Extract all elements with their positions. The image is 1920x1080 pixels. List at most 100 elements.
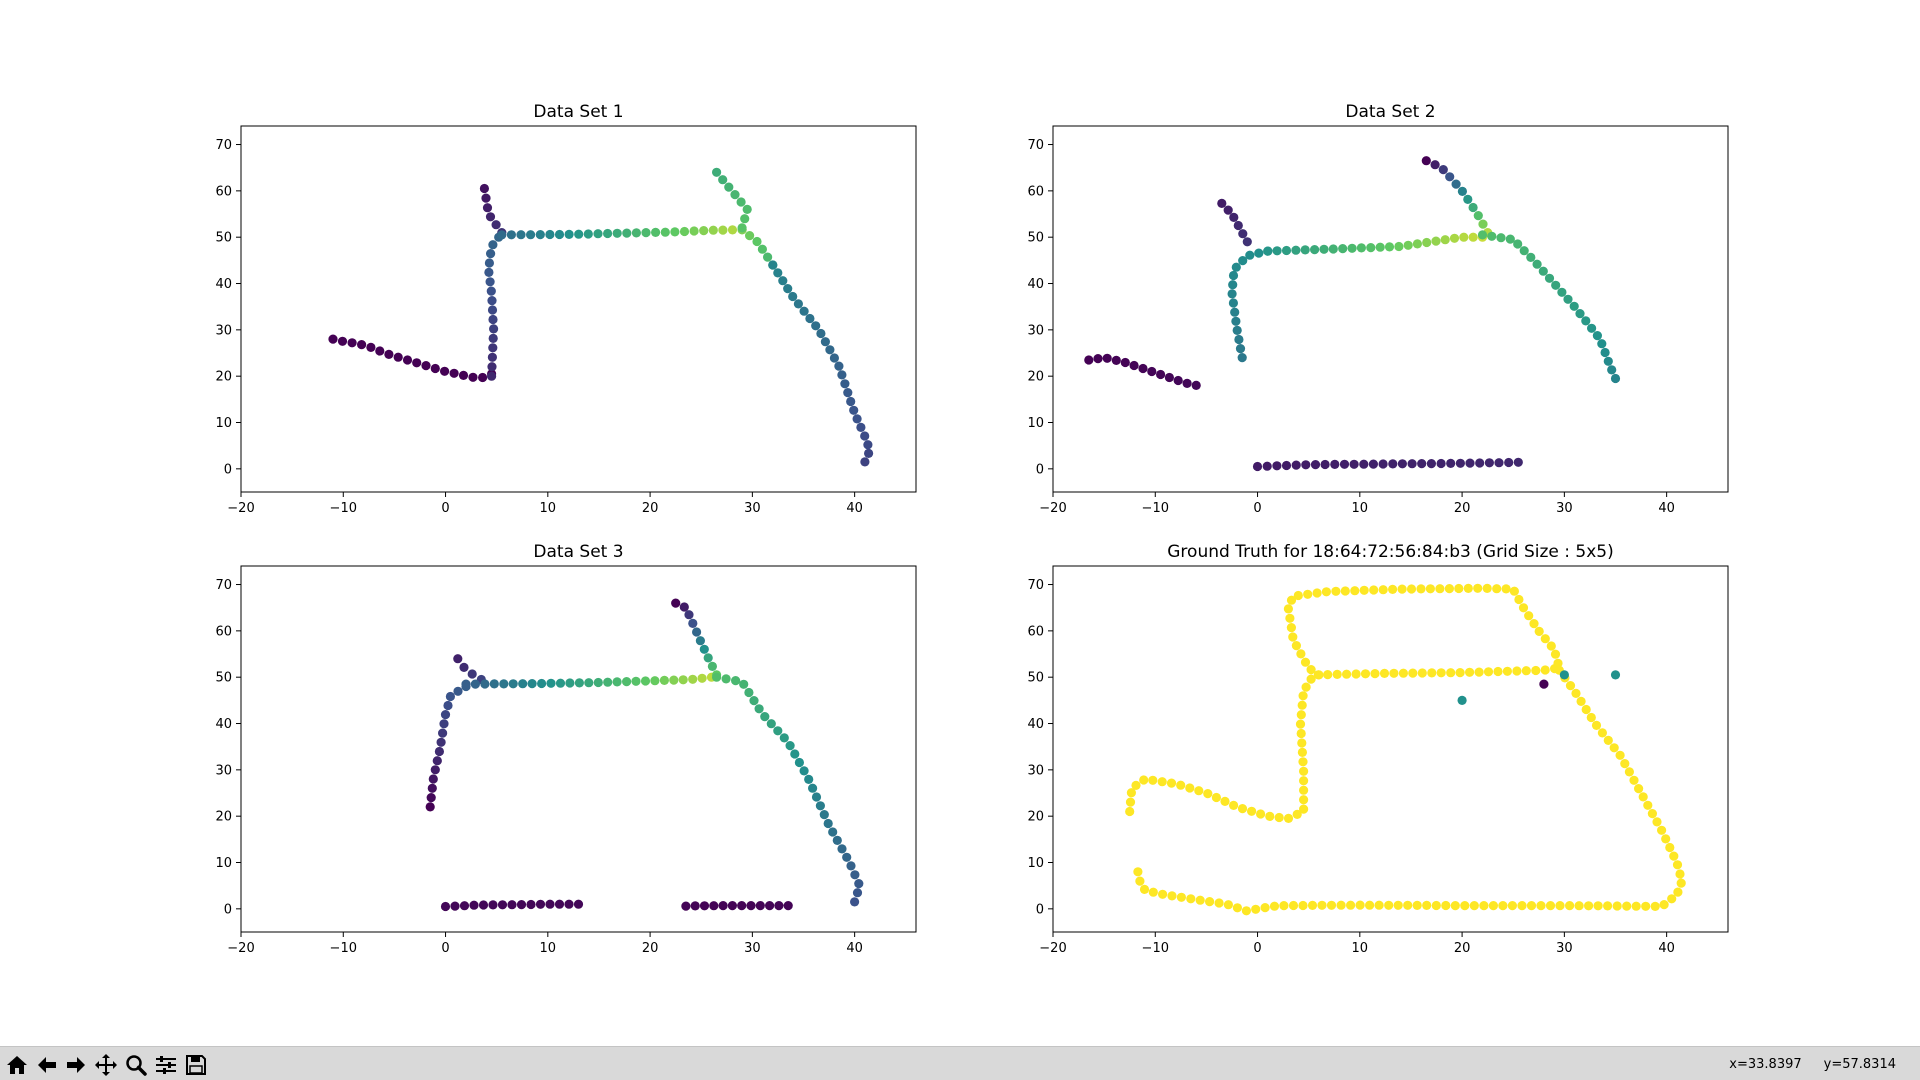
data-point — [1296, 728, 1306, 739]
pan-button[interactable] — [92, 1051, 120, 1079]
data-point — [852, 414, 862, 424]
x-tick-label: 30 — [1556, 941, 1573, 956]
subplot-title: Data Set 1 — [533, 102, 623, 122]
y-tick-label: 50 — [1027, 231, 1044, 246]
data-point — [393, 352, 403, 362]
data-point — [1669, 851, 1679, 861]
data-point — [1440, 235, 1450, 245]
data-point — [537, 678, 547, 689]
data-point — [837, 370, 847, 380]
data-point — [468, 372, 478, 382]
data-point — [1310, 460, 1321, 470]
data-point — [1320, 459, 1330, 470]
data-point — [440, 901, 451, 912]
data-point — [1667, 894, 1677, 904]
data-point — [1265, 811, 1275, 822]
data-point — [612, 228, 622, 238]
configure-subplots-button[interactable] — [152, 1051, 180, 1079]
data-point — [1291, 641, 1301, 651]
data-point — [1493, 666, 1503, 677]
floppy-disk-icon — [186, 1055, 206, 1075]
data-point — [1641, 901, 1651, 911]
data-point — [1584, 901, 1594, 911]
data-point — [366, 342, 376, 352]
y-tick-label: 60 — [1027, 624, 1044, 639]
data-point — [1546, 641, 1556, 651]
home-button[interactable] — [3, 1051, 31, 1079]
subplot-4: Ground Truth for 18:64:72:56:84:b3 (Grid… — [1027, 542, 1729, 956]
data-point — [479, 183, 489, 194]
data-point — [1237, 804, 1248, 814]
data-point — [1539, 679, 1549, 689]
data-point — [837, 844, 847, 854]
data-point — [554, 229, 565, 240]
data-point — [1624, 767, 1634, 777]
data-point — [739, 679, 749, 689]
data-point — [1365, 900, 1375, 910]
data-point — [1581, 316, 1591, 326]
data-point — [819, 810, 829, 820]
data-point — [1227, 289, 1237, 299]
data-point — [805, 313, 815, 324]
data-point — [1262, 461, 1272, 471]
data-point — [659, 675, 670, 686]
y-tick-label: 50 — [215, 231, 232, 246]
data-point — [1231, 262, 1241, 272]
data-point — [1498, 901, 1508, 911]
data-point — [1360, 669, 1371, 679]
data-point — [622, 677, 632, 687]
data-point — [799, 766, 809, 776]
x-tick-label: 40 — [846, 941, 863, 956]
data-point — [760, 712, 770, 722]
data-point — [402, 355, 413, 365]
data-point — [443, 700, 453, 711]
data-point — [820, 337, 831, 347]
arrow-right-icon — [67, 1057, 85, 1073]
data-point — [746, 901, 756, 911]
sliders-icon — [156, 1056, 176, 1074]
data-point — [1446, 458, 1456, 468]
data-point — [712, 672, 722, 682]
data-point — [1468, 202, 1478, 213]
data-point — [843, 388, 853, 398]
data-point — [1297, 738, 1307, 748]
zoom-button[interactable] — [122, 1051, 150, 1079]
scatter-points — [1125, 583, 1686, 916]
data-point — [1252, 461, 1263, 472]
data-point — [1430, 160, 1440, 170]
data-point — [1173, 375, 1183, 386]
forward-button[interactable] — [62, 1051, 90, 1079]
axes-frame — [1052, 565, 1729, 933]
data-point — [1526, 901, 1537, 911]
data-point — [712, 167, 722, 177]
data-point — [1488, 901, 1498, 911]
data-point — [1610, 373, 1621, 384]
data-point — [1299, 785, 1309, 795]
data-point — [573, 899, 584, 909]
data-point — [347, 338, 357, 348]
save-button[interactable] — [182, 1051, 210, 1079]
data-point — [434, 746, 444, 757]
data-point — [804, 774, 814, 785]
data-point — [1157, 777, 1167, 787]
y-tick-label: 0 — [224, 462, 232, 477]
data-point — [1283, 813, 1294, 824]
data-point — [1223, 205, 1233, 215]
data-point — [1263, 246, 1273, 256]
data-point — [1398, 668, 1408, 678]
data-point — [384, 349, 394, 359]
data-point — [1269, 901, 1280, 911]
data-point — [1474, 667, 1484, 677]
data-point — [1223, 900, 1233, 910]
data-point — [1431, 900, 1441, 911]
back-button[interactable] — [33, 1051, 61, 1079]
data-point — [1600, 347, 1610, 358]
data-point — [825, 345, 835, 355]
data-point — [1384, 900, 1394, 910]
data-point — [811, 792, 822, 802]
data-point — [535, 230, 545, 240]
y-tick-label: 20 — [215, 370, 232, 385]
data-point — [489, 324, 499, 334]
data-point — [1356, 243, 1366, 253]
data-point — [507, 900, 517, 910]
